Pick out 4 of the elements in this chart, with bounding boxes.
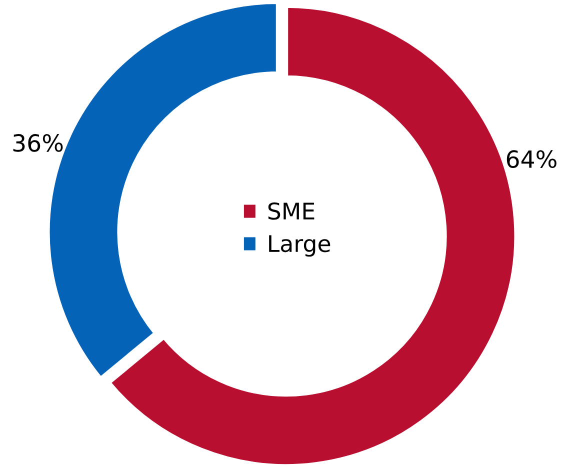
data-label: 36% [13,134,63,152]
legend-label: Large [269,235,330,257]
legend-label: SME [268,202,314,220]
data-label: 64% [506,150,556,168]
